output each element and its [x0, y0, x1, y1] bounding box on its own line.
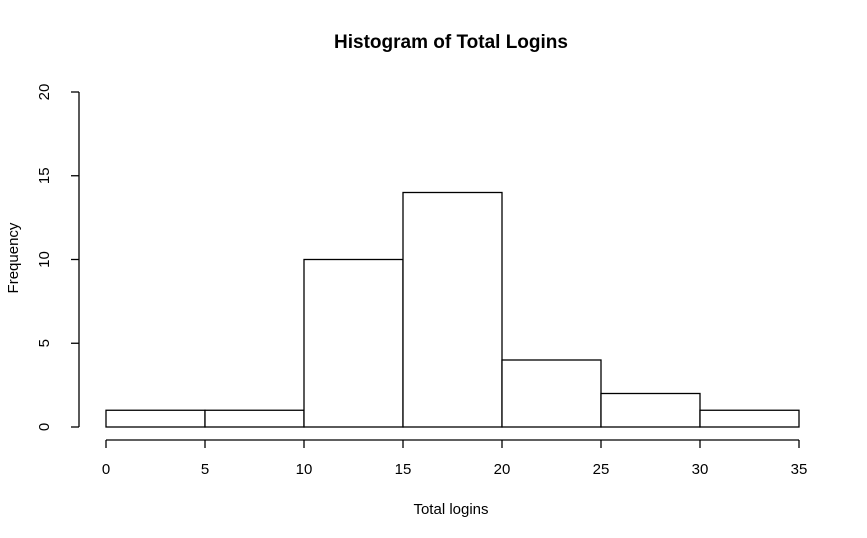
x-tick-label-2: 10: [296, 461, 313, 478]
chart-title: Histogram of Total Logins: [334, 32, 568, 53]
histogram-bar-5: [600, 392, 701, 428]
bars-group: [105, 191, 800, 428]
y-axis: 0 5 10 15 20: [36, 84, 80, 431]
y-tick-label-4: 20: [36, 84, 53, 101]
histogram-bar-0: [105, 409, 206, 428]
x-axis-label: Total logins: [413, 501, 488, 518]
y-tick-label-1: 5: [36, 339, 53, 347]
x-tick-label-5: 25: [593, 461, 610, 478]
x-tick-label-6: 30: [692, 461, 709, 478]
histogram-bar-6: [699, 409, 800, 428]
histogram-bar-4: [501, 359, 602, 428]
histogram-bar-2: [303, 258, 404, 428]
x-tick-label-4: 20: [494, 461, 511, 478]
x-tick-label-7: 35: [791, 461, 808, 478]
y-tick-label-2: 10: [36, 251, 53, 268]
y-tick-label-3: 15: [36, 167, 53, 184]
histogram-bar-1: [204, 409, 305, 428]
y-tick-label-0: 0: [36, 423, 53, 431]
histogram-bar-3: [402, 191, 503, 428]
x-tick-label-1: 5: [201, 461, 209, 478]
y-axis-label: Frequency: [5, 222, 22, 293]
x-tick-label-0: 0: [102, 461, 110, 478]
x-axis: 0 5 10 15 20 25 30 35: [102, 439, 808, 478]
x-tick-label-3: 15: [395, 461, 412, 478]
